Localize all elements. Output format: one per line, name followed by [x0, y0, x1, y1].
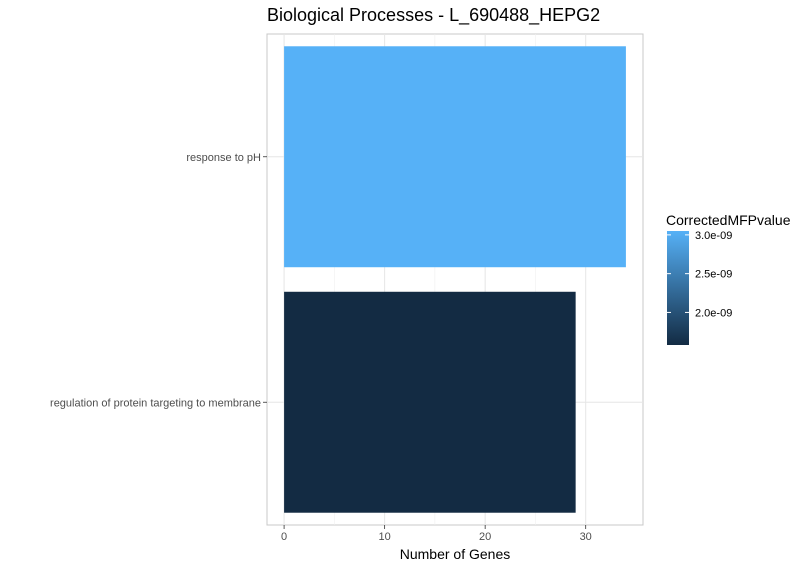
chart-title: Biological Processes - L_690488_HEPG2: [267, 5, 600, 26]
x-axis-ticks: 0 10 20 30: [281, 525, 592, 543]
x-tick-label: 0: [281, 531, 287, 543]
bar: [284, 291, 576, 513]
y-tick-label: response to pH: [186, 152, 261, 164]
legend-tick-label: 2.5e-09: [695, 269, 732, 281]
legend: CorrectedMFPvalue 3.0e-09 2.5e-09 2.0e-09: [666, 212, 791, 345]
bar: [284, 46, 626, 268]
legend-tick-label: 2.0e-09: [695, 307, 732, 319]
x-tick-label: 20: [479, 531, 491, 543]
legend-ticks: 3.0e-09 2.5e-09 2.0e-09: [667, 230, 732, 319]
x-tick-label: 30: [580, 531, 592, 543]
legend-tick-label: 3.0e-09: [695, 230, 732, 242]
legend-colorbar: [667, 231, 689, 345]
bars: [284, 46, 626, 513]
legend-title: CorrectedMFPvalue: [666, 212, 791, 228]
x-axis-title: Number of Genes: [400, 546, 511, 562]
y-tick-label: regulation of protein targeting to membr…: [50, 397, 261, 409]
plot-panel: [266, 33, 644, 526]
y-axis-ticks: response to pH regulation of protein targ…: [50, 152, 267, 409]
x-tick-label: 10: [379, 531, 391, 543]
